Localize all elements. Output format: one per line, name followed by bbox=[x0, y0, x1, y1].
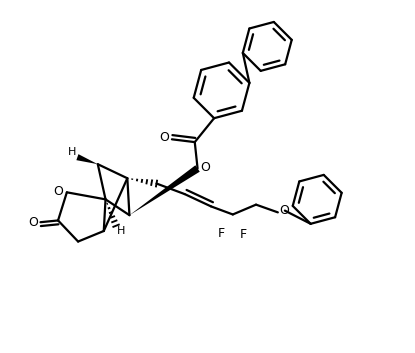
Polygon shape bbox=[129, 165, 200, 215]
Text: O: O bbox=[159, 131, 169, 144]
Text: O: O bbox=[200, 161, 210, 174]
Text: O: O bbox=[279, 204, 289, 217]
Text: O: O bbox=[28, 216, 38, 229]
Text: H: H bbox=[117, 226, 126, 237]
Text: O: O bbox=[54, 185, 63, 198]
Text: H: H bbox=[68, 147, 76, 157]
Polygon shape bbox=[76, 154, 98, 164]
Text: F: F bbox=[217, 227, 225, 240]
Text: F: F bbox=[240, 228, 247, 241]
